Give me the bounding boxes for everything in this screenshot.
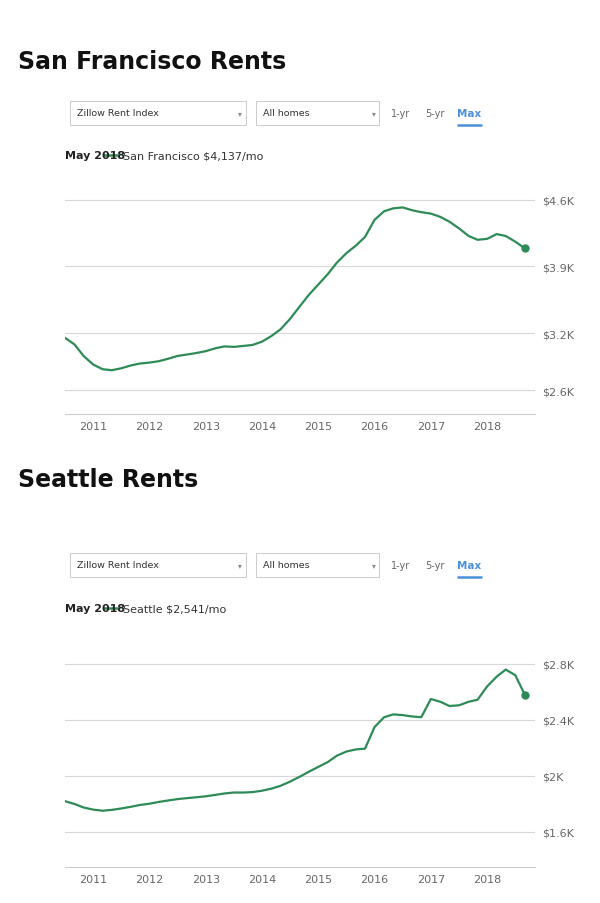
Text: Zillow Rent Index: Zillow Rent Index bbox=[77, 109, 159, 118]
FancyBboxPatch shape bbox=[256, 102, 379, 126]
FancyBboxPatch shape bbox=[70, 554, 247, 577]
Text: ▾: ▾ bbox=[238, 109, 241, 118]
Text: 1-yr: 1-yr bbox=[391, 109, 410, 119]
Text: Max: Max bbox=[457, 109, 481, 119]
Text: San Francisco Rents: San Francisco Rents bbox=[18, 50, 286, 74]
Text: All homes: All homes bbox=[263, 561, 310, 570]
Text: 5-yr: 5-yr bbox=[425, 109, 445, 119]
Text: ▾: ▾ bbox=[238, 561, 241, 570]
Text: All homes: All homes bbox=[263, 109, 310, 118]
Text: San Francisco $4,137/mo: San Francisco $4,137/mo bbox=[123, 151, 263, 161]
Text: 1-yr: 1-yr bbox=[391, 561, 410, 571]
Text: Zillow Rent Index: Zillow Rent Index bbox=[77, 561, 159, 570]
Text: ▾: ▾ bbox=[372, 109, 376, 118]
Text: 5-yr: 5-yr bbox=[425, 561, 445, 571]
Text: Max: Max bbox=[457, 561, 481, 571]
FancyBboxPatch shape bbox=[70, 102, 247, 126]
Text: May 2018: May 2018 bbox=[65, 603, 125, 613]
Text: May 2018: May 2018 bbox=[65, 151, 125, 161]
Text: ▾: ▾ bbox=[372, 561, 376, 570]
FancyBboxPatch shape bbox=[256, 554, 379, 577]
Text: Seattle $2,541/mo: Seattle $2,541/mo bbox=[123, 603, 226, 613]
Text: Seattle Rents: Seattle Rents bbox=[18, 468, 198, 491]
